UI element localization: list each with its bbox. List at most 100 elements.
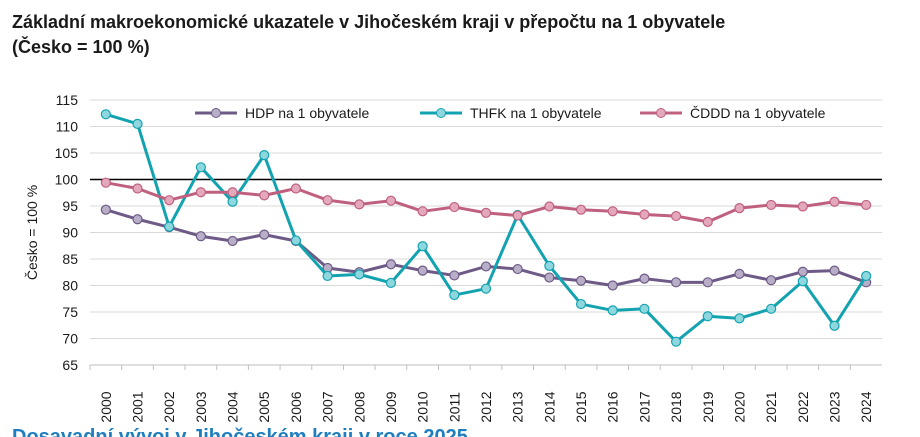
data-point <box>575 204 587 215</box>
data-point <box>195 187 206 198</box>
data-point <box>544 201 555 212</box>
data-point <box>829 320 840 331</box>
data-point <box>449 270 460 281</box>
data-point <box>512 263 523 275</box>
x-tick-label: 2000 <box>98 391 114 422</box>
data-point <box>607 305 618 316</box>
data-point <box>797 201 808 212</box>
data-point <box>480 207 492 218</box>
data-point <box>100 177 111 188</box>
data-point <box>670 336 682 347</box>
data-point <box>417 206 428 217</box>
line-chart: 65 70 75 80 85 90 95 100 105 110 115 2000 2001 2002 20… <box>24 92 882 423</box>
data-point <box>861 199 872 211</box>
x-tick-label: 2015 <box>573 391 589 422</box>
data-point <box>259 190 270 201</box>
data-point <box>702 311 713 322</box>
y-tick-label: 110 <box>56 119 79 135</box>
x-tick-label: 2021 <box>763 391 779 422</box>
data-point <box>132 118 143 129</box>
data-point <box>449 289 460 301</box>
data-point <box>132 183 143 194</box>
legend-label: THFK na 1 obyvatele <box>470 105 602 121</box>
data-point <box>797 276 808 287</box>
x-tick-label: 2010 <box>415 391 431 422</box>
y-tick-label: 100 <box>55 172 79 188</box>
data-point <box>575 298 587 310</box>
data-point <box>734 313 745 324</box>
data-point <box>385 259 397 270</box>
legend-marker <box>211 108 221 118</box>
data-point <box>290 235 302 246</box>
series-line-0 <box>105 208 867 287</box>
data-point <box>100 109 111 120</box>
legend-label: ČDDD na 1 obyvatele <box>690 105 826 121</box>
data-point <box>195 231 206 242</box>
data-point <box>702 216 713 227</box>
x-tick-label: 2001 <box>130 391 146 422</box>
x-tick-label: 2006 <box>288 391 304 422</box>
data-point <box>766 303 777 314</box>
data-point <box>449 201 460 213</box>
data-point <box>861 270 872 282</box>
x-tick-label: 2024 <box>858 391 874 422</box>
data-point <box>480 283 492 294</box>
data-point <box>354 269 365 280</box>
x-tick-label: 2013 <box>510 391 526 422</box>
data-point <box>670 277 682 288</box>
x-tick-label: 2005 <box>256 391 272 422</box>
x-tick-label: 2012 <box>478 391 494 422</box>
data-point <box>290 183 302 194</box>
data-point <box>797 266 808 277</box>
legend-entry: THFK na 1 obyvatele <box>420 105 602 121</box>
x-tick-label: 2020 <box>731 391 747 422</box>
y-tick-label: 65 <box>62 357 78 373</box>
y-tick-label: 115 <box>56 92 79 108</box>
legend-marker <box>436 108 446 118</box>
x-tick-label: 2023 <box>826 391 842 422</box>
data-point <box>354 199 365 210</box>
data-point <box>385 195 397 206</box>
series-line-1 <box>105 112 868 344</box>
data-point <box>766 199 777 211</box>
chart-title: Základní makroekonomické ukazatele v Jih… <box>12 10 912 60</box>
x-tick-label: 2016 <box>605 391 621 422</box>
x-tick-label: 2022 <box>795 391 811 422</box>
x-tick-label: 2002 <box>161 391 177 422</box>
data-point <box>227 235 238 247</box>
data-point <box>829 265 840 276</box>
data-point <box>639 209 650 220</box>
x-tick-label: 2009 <box>383 391 399 422</box>
data-point <box>544 272 555 283</box>
data-point <box>164 195 175 206</box>
y-tick-label: 105 <box>55 145 79 161</box>
legend-entry: HDP na 1 obyvatele <box>195 105 369 121</box>
data-point <box>544 260 555 271</box>
x-tick-label: 2007 <box>320 391 336 422</box>
data-point <box>829 196 840 207</box>
legend-marker <box>656 108 666 118</box>
y-tick-label: 70 <box>62 331 78 347</box>
legend-label: HDP na 1 obyvatele <box>245 105 369 121</box>
data-point <box>385 277 397 288</box>
data-point <box>132 214 143 225</box>
data-point <box>417 241 428 252</box>
chart-title-line2: (Česko = 100 %) <box>12 37 150 57</box>
x-tick-label: 2019 <box>700 391 716 422</box>
section-heading: Dosavadní vývoj v Jihočeském kraji v roc… <box>12 426 468 437</box>
data-point <box>259 229 270 240</box>
data-point <box>734 268 745 279</box>
data-point <box>607 280 618 291</box>
y-tick-label: 95 <box>62 198 78 214</box>
x-tick-label: 2011 <box>446 392 462 422</box>
data-point <box>227 187 238 198</box>
data-point <box>734 203 745 214</box>
x-tick-label: 2004 <box>225 391 241 422</box>
data-point <box>259 150 270 161</box>
data-point <box>639 303 650 314</box>
data-point <box>766 275 777 286</box>
data-point <box>607 206 618 217</box>
y-axis-label: Česko = 100 % <box>24 185 40 280</box>
data-point <box>195 162 206 173</box>
data-point <box>639 273 650 284</box>
